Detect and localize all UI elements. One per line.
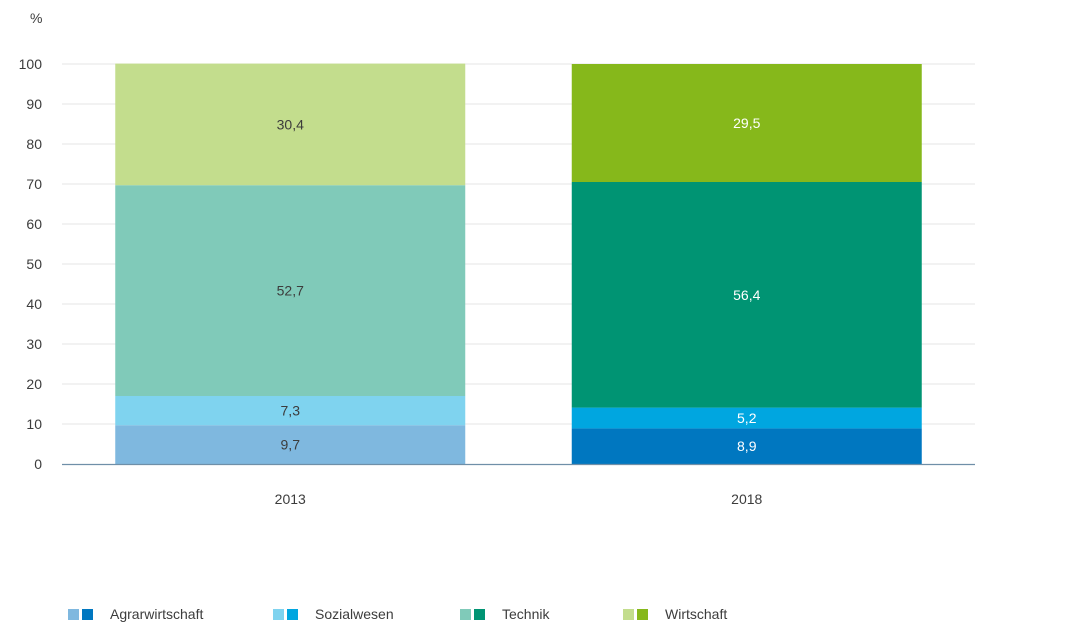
y-tick-label: 100 [19, 56, 43, 72]
data-label: 8,9 [737, 438, 757, 454]
bar-segment-sozialwesen-2013 [115, 396, 466, 426]
y-tick-label: 0 [34, 456, 42, 472]
legend-label: Sozialwesen [315, 606, 394, 622]
legend-swatch-2018 [474, 608, 485, 620]
data-label: 56,4 [733, 287, 760, 303]
legend-swatch-2013 [273, 608, 284, 620]
x-category-label: 2018 [731, 491, 762, 507]
legend-label: Wirtschaft [665, 606, 728, 622]
legend-label: Agrarwirtschaft [110, 606, 204, 622]
legend-swatch-2013 [68, 608, 79, 620]
bar-segment-wirtschaft-2013 [115, 63, 466, 186]
data-label: 9,7 [281, 437, 301, 453]
bar-segment-technik-2013 [115, 185, 466, 396]
stacked-bar-chart: 0 10 20 30 40 50 60 70 80 90 100 9,7 7,3 52,7 30,4 2013… [19, 56, 975, 507]
legend-swatch-2013 [460, 608, 471, 620]
legend-swatch-2013 [623, 608, 634, 620]
y-tick-label: 90 [26, 96, 42, 112]
legend-label: Technik [502, 606, 550, 622]
data-label: 5,2 [737, 410, 757, 426]
legend-swatch-2018 [287, 608, 298, 620]
y-tick-label: 70 [26, 176, 42, 192]
bar-segment-technik-2018 [571, 182, 922, 408]
y-tick-label: 60 [26, 216, 42, 232]
data-label: 52,7 [277, 283, 304, 299]
data-label: 29,5 [733, 115, 760, 131]
data-label: 7,3 [281, 403, 301, 419]
bar-segment-sozialwesen-2018 [571, 407, 922, 429]
legend-swatch-2018 [637, 608, 648, 620]
y-tick-label: 10 [26, 416, 42, 432]
legend: Agrarwirtschaft Sozialwesen Technik Wirt… [68, 605, 1068, 625]
legend-swatch-2018 [82, 608, 93, 620]
y-tick-label: 40 [26, 296, 42, 312]
y-tick-label: 30 [26, 336, 42, 352]
bar-segment-agrarwirtschaft-2013 [115, 425, 466, 464]
legend-item-sozialwesen: Sozialwesen [273, 605, 394, 623]
legend-item-agrarwirtschaft: Agrarwirtschaft [68, 605, 203, 623]
y-unit-label: % [30, 10, 43, 26]
y-tick-label: 80 [26, 136, 42, 152]
y-tick-label: 20 [26, 376, 42, 392]
data-label: 30,4 [277, 116, 304, 132]
bar-segment-wirtschaft-2018 [571, 64, 922, 182]
y-tick-label: 50 [26, 256, 42, 272]
bar-segment-agrarwirtschaft-2018 [571, 428, 922, 464]
legend-item-technik: Technik [460, 605, 549, 623]
x-category-label: 2013 [275, 491, 306, 507]
legend-item-wirtschaft: Wirtschaft [623, 605, 727, 623]
